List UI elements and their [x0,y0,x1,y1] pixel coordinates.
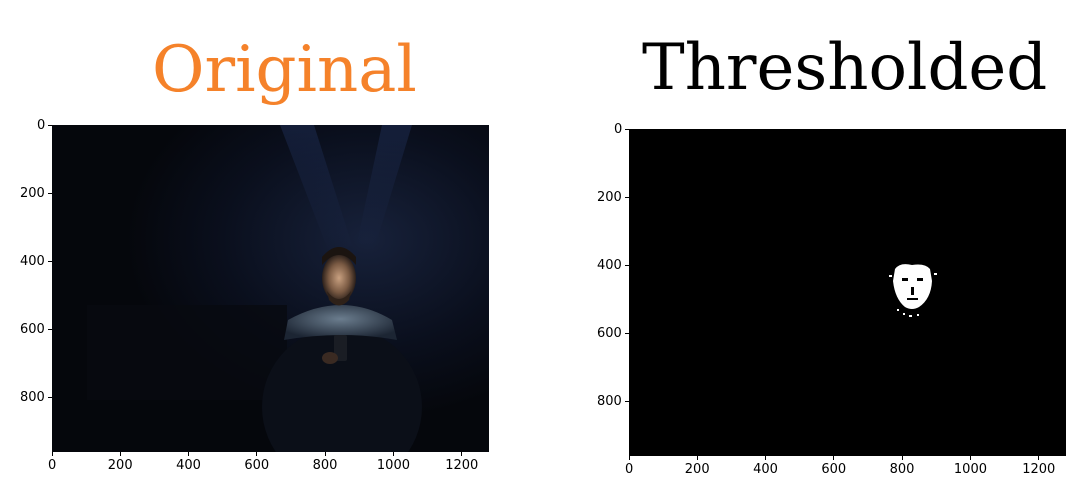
right-y-tick [625,128,629,130]
left-x-tick [188,452,190,456]
right-x-tick-label: 600 [821,462,847,477]
left-x-tick-label: 1200 [445,458,479,473]
right-y-tick-label: 0 [614,121,623,137]
right-x-tick-label: 1200 [1022,462,1056,477]
left-x-tick-label: 200 [107,458,133,473]
left-x-tick [256,452,258,456]
original-photo [52,125,489,452]
left-x-tick [51,452,53,456]
left-x-tick-label: 800 [312,458,338,473]
original-image [52,125,489,452]
right-y-tick-label: 600 [597,325,622,341]
left-y-tick [48,192,52,194]
right-y-tick [625,264,629,266]
right-x-tick [901,456,903,460]
left-y-tick-label: 800 [20,390,45,405]
left-x-tick-label: 1000 [376,458,410,473]
right-x-tick-label: 400 [753,462,778,477]
right-y-tick-label: 400 [597,257,622,273]
right-y-tick [625,196,629,198]
right-x-tick [628,456,630,460]
right-x-tick-label: 200 [684,462,710,477]
left-x-tick-label: 400 [176,458,201,473]
left-y-tick-label: 600 [20,321,45,337]
original-title: Original [152,33,417,107]
left-x-tick-label: 600 [244,458,270,473]
right-y-tick [625,332,629,334]
left-y-tick-label: 200 [20,185,45,201]
right-y-tick [625,401,629,402]
face-mask [629,129,1066,456]
left-x-tick [119,452,121,456]
left-x-tick [461,452,463,456]
left-y-tick-label: 400 [20,253,45,269]
right-y-tick-label: 200 [597,189,622,205]
left-y-tick [48,260,52,262]
left-x-tick [392,452,394,456]
left-y-tick [48,397,52,398]
left-x-tick [324,452,326,456]
right-x-tick-label: 0 [625,462,634,477]
thresholded-image [629,129,1066,456]
right-x-tick [969,456,971,460]
right-x-tick [833,456,835,460]
left-x-tick-label: 0 [48,458,57,473]
right-x-tick-label: 1000 [953,462,987,477]
right-x-tick-label: 800 [889,462,915,477]
left-y-tick [48,328,52,330]
left-y-tick-label: 0 [37,117,46,133]
right-x-tick [765,456,767,460]
right-x-tick [696,456,698,460]
right-x-tick [1038,456,1040,460]
right-y-tick-label: 800 [597,394,622,409]
left-y-tick [48,124,52,126]
thresholded-title: Thresholded [642,31,1048,105]
